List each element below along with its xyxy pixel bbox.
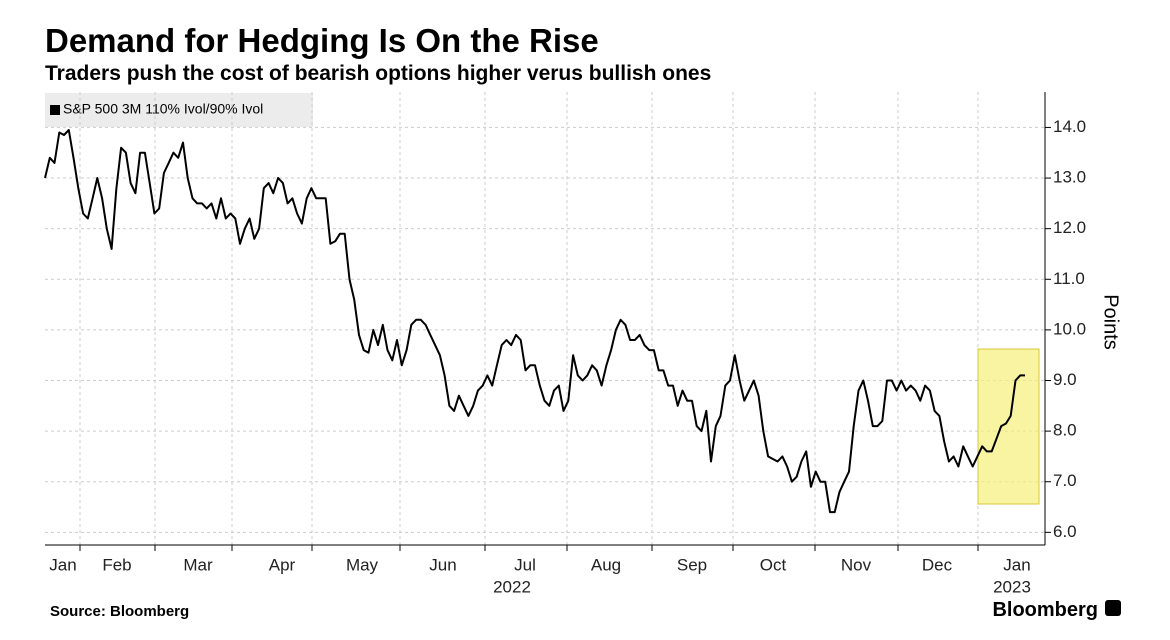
y-tick-label: 8.0	[1053, 421, 1077, 440]
x-tick-label: Aug	[591, 555, 621, 574]
x-tick-label: Oct	[760, 555, 787, 574]
y-tick-label: 6.0	[1053, 522, 1077, 541]
x-tick-label: May	[346, 555, 379, 574]
source: Source: Bloomberg	[50, 603, 189, 620]
legend-label: S&P 500 3M 110% Ivol/90% Ivol	[63, 101, 263, 117]
y-tick-label: 10.0	[1053, 319, 1086, 338]
x-tick-label: Dec	[922, 555, 953, 574]
year-label: 2023	[993, 577, 1031, 596]
x-tick-label: Sep	[677, 555, 707, 574]
y-tick-label: 11.0	[1053, 269, 1085, 288]
x-tick-label: Feb	[102, 555, 131, 574]
y-tick-label: 12.0	[1053, 218, 1086, 237]
x-tick-label: Jul	[514, 555, 536, 574]
chart-subtitle: Traders push the cost of bearish options…	[45, 62, 711, 85]
brand: Bloomberg	[992, 599, 1098, 621]
x-tick-label: Jun	[429, 555, 456, 574]
legend-swatch	[50, 105, 60, 115]
chart-title: Demand for Hedging Is On the Rise	[45, 22, 599, 59]
highlight	[977, 348, 1040, 505]
x-tick-label: Apr	[269, 555, 296, 574]
brand-icon	[1105, 600, 1121, 616]
legend-box	[45, 93, 313, 127]
x-tick-label: Jan	[49, 555, 76, 574]
y-tick-label: 9.0	[1053, 370, 1077, 389]
x-tick-label: Nov	[841, 555, 872, 574]
y-tick-label: 13.0	[1053, 168, 1086, 187]
y-axis-label: Points	[1100, 294, 1122, 350]
x-tick-label: Mar	[183, 555, 213, 574]
y-tick-label: 7.0	[1053, 471, 1077, 490]
year-label: 2022	[493, 577, 531, 596]
y-tick-label: 14.0	[1053, 117, 1086, 136]
series-line	[44, 129, 1025, 514]
x-tick-label: Jan	[1003, 555, 1030, 574]
